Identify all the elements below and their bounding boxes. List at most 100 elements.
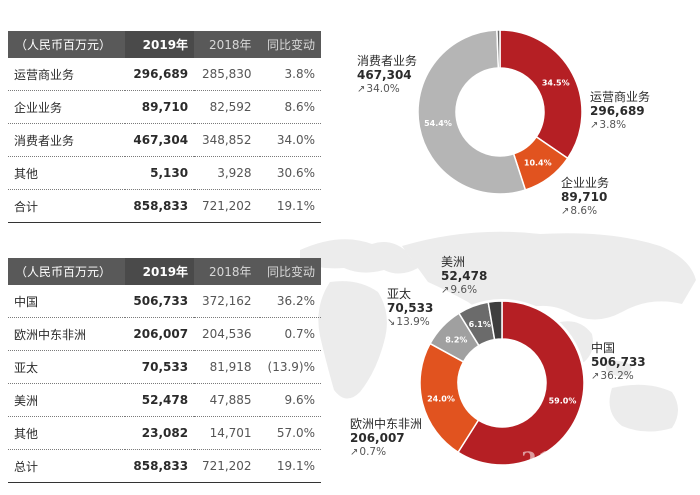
newspaper-watermark: 21世纪经济报道 21ST CENTURY BUSINESS HERALD: [521, 443, 692, 482]
row-label: 亚太: [8, 350, 126, 384]
callout-growth: ↗0.7%: [350, 446, 387, 458]
callout-value: 467,304: [357, 68, 412, 82]
table-row: 美洲 52,478 47,885 9.6%: [8, 383, 321, 417]
arrow-up-icon: ↗: [350, 447, 359, 458]
callout-value: 206,007: [350, 431, 405, 445]
callout-carrier: 运营商业务 296,689 ↗3.8%: [590, 90, 650, 133]
value-2018: 285,830: [194, 58, 260, 91]
callout-growth: ↗9.6%: [441, 284, 478, 296]
table-row: 其他 5,130 3,928 30.6%: [8, 156, 321, 190]
table-row: 欧洲中东非洲 206,007 204,536 0.7%: [8, 317, 321, 351]
header-2018: 2018年: [194, 31, 260, 58]
callout-label: 亚太: [387, 287, 412, 301]
row-label: 欧洲中东非洲: [8, 317, 126, 351]
arrow-up-icon: ↗: [561, 206, 570, 217]
callout-growth: ↗8.6%: [561, 205, 598, 217]
table-total-row: 合计 858,833 721,202 19.1%: [8, 189, 321, 223]
arrow-up-icon: ↗: [441, 285, 450, 296]
header-unit: （人民币百万元）: [8, 258, 126, 285]
value-2018: 372,162: [194, 285, 260, 318]
callout-consumer: 消费者业务 467,304 ↗34.0%: [357, 54, 417, 97]
value-2019: 70,533: [125, 350, 195, 384]
header-unit: （人民币百万元）: [8, 31, 126, 58]
row-label: 合计: [8, 189, 126, 223]
table-row: 其他 23,082 14,701 57.0%: [8, 416, 321, 450]
value-yoy: 57.0%: [259, 416, 321, 450]
table-header-row: （人民币百万元） 2019年 2018年 同比变动: [8, 258, 321, 285]
row-label: 其他: [8, 416, 126, 450]
value-2018: 348,852: [194, 123, 260, 157]
value-yoy: (13.9)%: [259, 350, 321, 384]
callout-growth: ↗34.0%: [357, 83, 400, 95]
row-label: 运营商业务: [8, 58, 126, 91]
business-segment-table: （人民币百万元） 2019年 2018年 同比变动 运营商业务 296,689 …: [8, 31, 321, 223]
value-2019: 206,007: [125, 317, 195, 351]
arrow-up-icon: ↗: [357, 84, 366, 95]
value-2019: 89,710: [125, 90, 195, 124]
table-row: 消费者业务 467,304 348,852 34.0%: [8, 123, 321, 157]
table-row: 运营商业务 296,689 285,830 3.8%: [8, 58, 321, 91]
value-2019: 52,478: [125, 383, 195, 417]
callout-label: 美洲: [441, 255, 466, 269]
arrow-up-icon: ↗: [590, 120, 599, 131]
value-yoy: 34.0%: [259, 123, 321, 157]
value-2019: 23,082: [125, 416, 195, 450]
table-row: 中国 506,733 372,162 36.2%: [8, 285, 321, 318]
row-label: 中国: [8, 285, 126, 318]
value-2019: 506,733: [125, 285, 195, 318]
table-row: 企业业务 89,710 82,592 8.6%: [8, 90, 321, 124]
value-yoy: 8.6%: [259, 90, 321, 124]
watermark-title: 21世纪经济报道: [521, 448, 692, 474]
value-2018: 82,592: [194, 90, 260, 124]
table-row: 亚太 70,533 81,918 (13.9)%: [8, 350, 321, 384]
arrow-down-icon: ↘: [387, 317, 396, 328]
value-yoy: 19.1%: [259, 449, 321, 483]
callout-growth: ↗36.2%: [591, 370, 634, 382]
value-2019: 858,833: [125, 189, 195, 223]
callout-americas: 美洲 52,478 ↗9.6%: [441, 255, 487, 298]
table-total-row: 总计 858,833 721,202 19.1%: [8, 449, 321, 483]
callout-emea: 欧洲中东非洲 206,007 ↗0.7%: [350, 417, 422, 460]
value-2018: 721,202: [194, 189, 260, 223]
row-label: 消费者业务: [8, 123, 126, 157]
arrow-up-icon: ↗: [591, 371, 600, 382]
value-2019: 467,304: [125, 123, 195, 157]
row-label: 其他: [8, 156, 126, 190]
value-yoy: 19.1%: [259, 189, 321, 223]
value-2018: 204,536: [194, 317, 260, 351]
header-yoy-change: 同比变动: [259, 31, 321, 58]
callout-enterprise: 企业业务 89,710 ↗8.6%: [561, 176, 609, 219]
value-2018: 3,928: [194, 156, 260, 190]
header-2019: 2019年: [125, 31, 195, 58]
callout-value: 296,689: [590, 104, 645, 118]
header-2018: 2018年: [194, 258, 260, 285]
callout-apac: 亚太 70,533 ↘13.9%: [387, 287, 433, 330]
value-2018: 721,202: [194, 449, 260, 483]
callout-label: 运营商业务: [590, 90, 651, 104]
header-yoy-change: 同比变动: [259, 258, 321, 285]
value-yoy: 9.6%: [259, 383, 321, 417]
value-yoy: 3.8%: [259, 58, 321, 91]
value-2018: 47,885: [194, 383, 260, 417]
value-2018: 81,918: [194, 350, 260, 384]
row-label: 美洲: [8, 383, 126, 417]
callout-value: 70,533: [387, 301, 434, 315]
value-2019: 5,130: [125, 156, 195, 190]
value-yoy: 36.2%: [259, 285, 321, 318]
callout-value: 506,733: [591, 355, 646, 369]
callout-china: 中国 506,733 ↗36.2%: [591, 341, 646, 384]
row-label: 企业业务: [8, 90, 126, 124]
callout-growth: ↘13.9%: [387, 316, 430, 328]
callout-value: 52,478: [441, 269, 488, 283]
table-header-row: （人民币百万元） 2019年 2018年 同比变动: [8, 31, 321, 58]
callout-label: 消费者业务: [357, 54, 418, 68]
value-yoy: 30.6%: [259, 156, 321, 190]
row-label: 总计: [8, 449, 126, 483]
callout-value: 89,710: [561, 190, 608, 204]
callout-label: 欧洲中东非洲: [350, 417, 423, 431]
header-2019: 2019年: [125, 258, 195, 285]
callout-label: 中国: [591, 341, 616, 355]
value-2019: 858,833: [125, 449, 195, 483]
watermark-subtitle: 21ST CENTURY BUSINESS HERALD: [526, 473, 692, 482]
value-2018: 14,701: [194, 416, 260, 450]
